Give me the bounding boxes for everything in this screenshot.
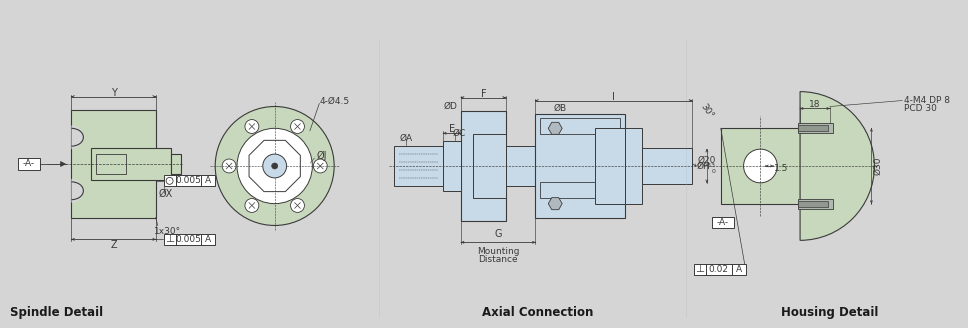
Text: ⊥: ⊥: [695, 264, 705, 274]
Text: 4-Ø4.5: 4-Ø4.5: [319, 97, 349, 106]
Text: PCD 30: PCD 30: [904, 104, 937, 113]
Bar: [798, 123, 832, 133]
Circle shape: [290, 119, 304, 133]
Bar: [170, 154, 180, 174]
Text: ⊥: ⊥: [166, 234, 174, 244]
Bar: [96, 154, 126, 174]
Text: Y: Y: [110, 88, 116, 98]
Text: 1.5: 1.5: [774, 164, 789, 174]
Bar: [798, 125, 828, 131]
Wedge shape: [72, 179, 83, 203]
Bar: [694, 264, 745, 275]
Bar: [505, 146, 535, 186]
Text: Ø20: Ø20: [697, 155, 715, 165]
Circle shape: [262, 154, 287, 178]
Text: 0.005: 0.005: [175, 235, 201, 244]
Text: +0.033: +0.033: [693, 163, 715, 169]
Bar: [164, 234, 215, 245]
Circle shape: [245, 119, 258, 133]
Text: Distance: Distance: [478, 255, 518, 264]
Bar: [461, 112, 505, 220]
Text: ØC: ØC: [452, 129, 466, 138]
Bar: [535, 114, 624, 217]
Text: ·: ·: [168, 178, 170, 183]
Text: A: A: [205, 235, 211, 244]
Text: ØB: ØB: [554, 104, 566, 113]
Text: E: E: [449, 124, 455, 134]
Text: A: A: [205, 176, 211, 185]
Text: -A-: -A-: [716, 218, 729, 227]
Circle shape: [215, 107, 334, 225]
Text: 4-M4 DP 8: 4-M4 DP 8: [904, 96, 951, 105]
Bar: [798, 199, 832, 209]
Text: G: G: [495, 229, 502, 239]
Circle shape: [166, 177, 173, 184]
Bar: [540, 118, 620, 134]
Bar: [798, 201, 828, 207]
Bar: [394, 146, 443, 186]
Bar: [711, 216, 734, 228]
Bar: [624, 128, 643, 204]
Circle shape: [272, 163, 278, 169]
Bar: [91, 148, 170, 180]
Bar: [595, 128, 624, 204]
Text: -A-: -A-: [23, 159, 35, 169]
Circle shape: [237, 128, 313, 204]
Polygon shape: [548, 122, 562, 134]
Text: A: A: [736, 265, 741, 274]
Text: ØX: ØX: [159, 189, 173, 199]
Text: ØA: ØA: [400, 134, 412, 143]
Circle shape: [245, 198, 258, 213]
Text: Ø30: Ø30: [873, 157, 882, 175]
Wedge shape: [801, 92, 874, 240]
Text: Axial Connection: Axial Connection: [482, 306, 593, 319]
Bar: [721, 128, 801, 204]
Circle shape: [314, 159, 327, 173]
Bar: [540, 182, 620, 198]
Bar: [18, 158, 40, 170]
Bar: [443, 141, 461, 191]
Polygon shape: [249, 140, 300, 192]
Text: Housing Detail: Housing Detail: [781, 306, 879, 319]
Text: ØD: ØD: [443, 102, 457, 111]
Text: F: F: [480, 89, 486, 99]
Text: I: I: [613, 92, 615, 102]
Text: 30°: 30°: [699, 102, 715, 121]
Bar: [473, 134, 505, 198]
Text: 0.02: 0.02: [709, 265, 729, 274]
Circle shape: [290, 198, 304, 213]
Polygon shape: [548, 198, 562, 210]
Bar: [643, 148, 692, 184]
Text: 18: 18: [809, 100, 821, 109]
Circle shape: [222, 159, 236, 173]
Text: ØJ: ØJ: [317, 151, 327, 161]
Text: 0.005: 0.005: [175, 176, 201, 185]
Text: Mounting: Mounting: [477, 247, 520, 256]
Wedge shape: [72, 125, 83, 149]
Text: Z: Z: [110, 240, 117, 250]
Circle shape: [743, 149, 777, 183]
Text: Spindle Detail: Spindle Detail: [10, 306, 104, 319]
Text: 0: 0: [711, 170, 715, 174]
Bar: [164, 175, 215, 186]
Text: ØH: ØH: [697, 161, 711, 171]
Polygon shape: [61, 161, 66, 167]
Bar: [72, 111, 156, 217]
Text: 1x30°: 1x30°: [154, 227, 181, 236]
